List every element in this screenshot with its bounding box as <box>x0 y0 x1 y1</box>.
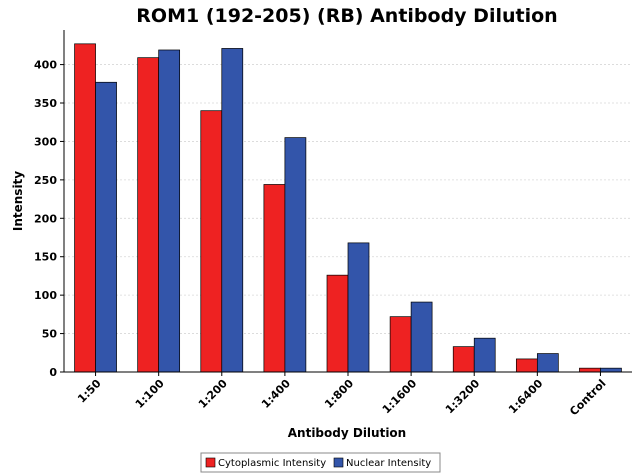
y-tick-label: 200 <box>34 212 57 225</box>
x-tick-label: 1:200 <box>196 377 230 411</box>
bar-nuclear <box>473 337 496 373</box>
x-axis-ticks: 1:50 1:100 1:200 1:400 1:800 1:1600 1:3200 1:64… <box>75 372 609 418</box>
legend-label-cytoplasmic: Cytoplasmic Intensity <box>218 458 326 469</box>
y-tick-label: 0 <box>49 366 57 379</box>
bar-nuclear <box>284 137 307 373</box>
x-axis-label: Antibody Dilution <box>288 426 406 440</box>
bar-nuclear <box>158 49 181 373</box>
legend: Cytoplasmic Intensity Nuclear Intensity <box>200 452 441 473</box>
bar-cytoplasmic <box>326 274 349 373</box>
bar-cytoplasmic <box>452 346 475 373</box>
x-tick-label: 1:1600 <box>380 377 420 417</box>
bar-cytoplasmic <box>515 358 538 373</box>
x-tick-label: 1:6400 <box>506 377 546 417</box>
y-axis-ticks: 0 50 100 150 200 250 300 350 400 <box>34 59 64 379</box>
bar-nuclear <box>221 48 244 373</box>
bar-cytoplasmic <box>137 57 160 373</box>
x-tick-label: 1:50 <box>75 377 104 406</box>
bars <box>74 43 622 373</box>
bar-nuclear <box>536 353 559 373</box>
y-tick-label: 50 <box>42 328 58 341</box>
y-tick-label: 400 <box>34 59 57 72</box>
bar-cytoplasmic <box>389 316 412 373</box>
bar-nuclear <box>95 81 117 373</box>
legend-label-nuclear: Nuclear Intensity <box>346 458 431 469</box>
y-axis-label: Intensity <box>11 171 25 231</box>
x-tick-label: 1:3200 <box>443 377 483 417</box>
x-tick-label: Control <box>567 377 608 418</box>
bar-cytoplasmic <box>200 110 223 373</box>
chart-title: ROM1 (192-205) (RB) Antibody Dilution <box>136 5 557 27</box>
legend-swatch-nuclear <box>333 457 344 468</box>
x-tick-label: 1:800 <box>322 377 356 411</box>
y-tick-label: 150 <box>34 251 57 264</box>
y-tick-label: 250 <box>34 174 57 187</box>
legend-box <box>200 452 441 473</box>
bar-cytoplasmic <box>579 367 601 373</box>
bar-cytoplasmic <box>74 43 96 373</box>
x-tick-label: 1:100 <box>133 377 167 411</box>
y-tick-label: 100 <box>34 289 57 302</box>
bar-nuclear <box>600 367 622 373</box>
y-tick-label: 350 <box>34 97 57 110</box>
bar-cytoplasmic <box>263 184 286 373</box>
y-tick-label: 300 <box>34 135 57 148</box>
bar-nuclear <box>347 242 370 373</box>
x-tick-label: 1:400 <box>259 377 293 411</box>
legend-swatch-cytoplasmic <box>205 457 216 468</box>
bar-nuclear <box>410 301 433 373</box>
